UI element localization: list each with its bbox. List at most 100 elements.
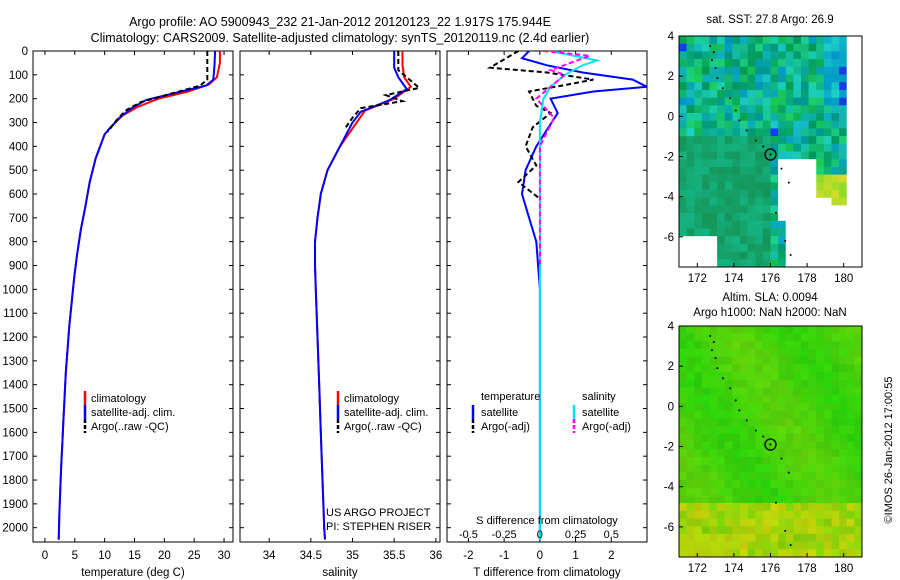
depth-tick-label: 400 — [9, 141, 28, 153]
map-cell — [778, 410, 787, 419]
map-cell — [831, 426, 840, 435]
map-cell — [854, 456, 862, 465]
s-diff-tick-label: 0 — [537, 529, 543, 541]
map-cell — [793, 464, 802, 473]
map-cell — [679, 372, 687, 381]
map-cell — [701, 97, 710, 106]
map-cell — [816, 105, 825, 114]
map-cell — [747, 174, 756, 183]
map-cell — [740, 236, 748, 245]
difference-lines — [486, 51, 647, 540]
map-cell — [747, 372, 756, 381]
map-cell — [694, 464, 703, 473]
map-cell — [854, 356, 862, 365]
map-cell — [694, 66, 703, 75]
map-cell — [747, 526, 756, 535]
map-cell — [679, 541, 687, 550]
map-cell — [846, 143, 855, 152]
map-cell — [831, 197, 840, 206]
map-cell — [717, 113, 726, 121]
map-cell — [778, 426, 787, 435]
map-cell — [785, 456, 794, 465]
map-cell — [823, 364, 832, 373]
map-cell — [808, 433, 817, 442]
temperature-x-axis: 0 5 10 15 20 25 30 — [42, 51, 230, 562]
map-cell — [679, 379, 687, 388]
map-cell — [724, 503, 733, 512]
map-cell — [846, 503, 855, 512]
map-cell — [717, 526, 726, 535]
map-cell — [762, 349, 771, 358]
map-cell — [854, 549, 862, 557]
map-cell — [816, 472, 825, 481]
map-cell — [762, 82, 771, 91]
map-cell — [808, 74, 817, 83]
map-cell — [823, 510, 832, 519]
map-cell — [709, 213, 718, 222]
map-cell — [839, 472, 848, 481]
map-cell — [679, 197, 687, 206]
map-cell — [762, 418, 771, 427]
map-cell — [801, 197, 809, 206]
map-cell — [831, 174, 840, 183]
map-y-tick-label: 2 — [668, 361, 674, 373]
map-cell — [801, 549, 809, 557]
map-cell — [717, 464, 726, 473]
map-cell — [679, 136, 687, 145]
map-cell — [717, 228, 726, 237]
depth-tick-label: 1700 — [2, 451, 28, 463]
map-cell — [740, 326, 748, 334]
map-cell — [816, 449, 825, 458]
map-cell — [770, 533, 779, 542]
map-cell — [732, 159, 741, 168]
map-cell — [831, 74, 840, 83]
map-cell — [694, 220, 703, 229]
map-cell — [694, 410, 703, 419]
map-cell — [808, 533, 817, 542]
map-cell — [823, 136, 832, 145]
map-cell — [816, 143, 825, 152]
map-cell — [793, 74, 802, 83]
map-cell — [831, 190, 840, 198]
map-cell — [694, 136, 703, 145]
map-cell — [679, 510, 687, 519]
map-cell — [846, 387, 855, 396]
map-cell — [785, 228, 794, 237]
map-cell — [694, 541, 703, 550]
map-cell — [747, 120, 756, 129]
map-cell — [747, 395, 756, 404]
map-cell — [816, 174, 825, 183]
map-cell — [816, 182, 825, 191]
map-cell — [778, 143, 787, 152]
map-cell — [762, 197, 771, 206]
map-cell — [686, 549, 695, 557]
map-cell — [747, 333, 756, 342]
map-cell — [709, 159, 718, 168]
map-cell — [755, 372, 764, 381]
map-cell — [816, 526, 825, 535]
map-cell — [709, 43, 718, 52]
map-cell — [839, 236, 848, 245]
map-cell — [785, 151, 794, 160]
map-cell — [724, 403, 733, 411]
map-cell — [717, 243, 726, 252]
map-y-tick-label: -4 — [664, 192, 675, 204]
map-cell — [808, 541, 817, 550]
map-cell — [839, 136, 848, 145]
map-cell — [854, 510, 862, 519]
map-cell — [823, 487, 832, 496]
map-cell — [854, 174, 862, 183]
map-cell — [694, 433, 703, 442]
map-cell — [839, 333, 848, 342]
map-cell — [747, 472, 756, 481]
map-cell — [732, 426, 741, 435]
track-dot — [784, 529, 787, 532]
map-cell — [831, 410, 840, 419]
map-cell — [816, 228, 825, 237]
map-cell — [724, 228, 733, 237]
map-cell — [762, 128, 771, 137]
map-cell — [747, 433, 756, 442]
map-cell — [762, 166, 771, 175]
map-cell — [709, 113, 718, 121]
depth-tick-label: 700 — [9, 213, 28, 225]
